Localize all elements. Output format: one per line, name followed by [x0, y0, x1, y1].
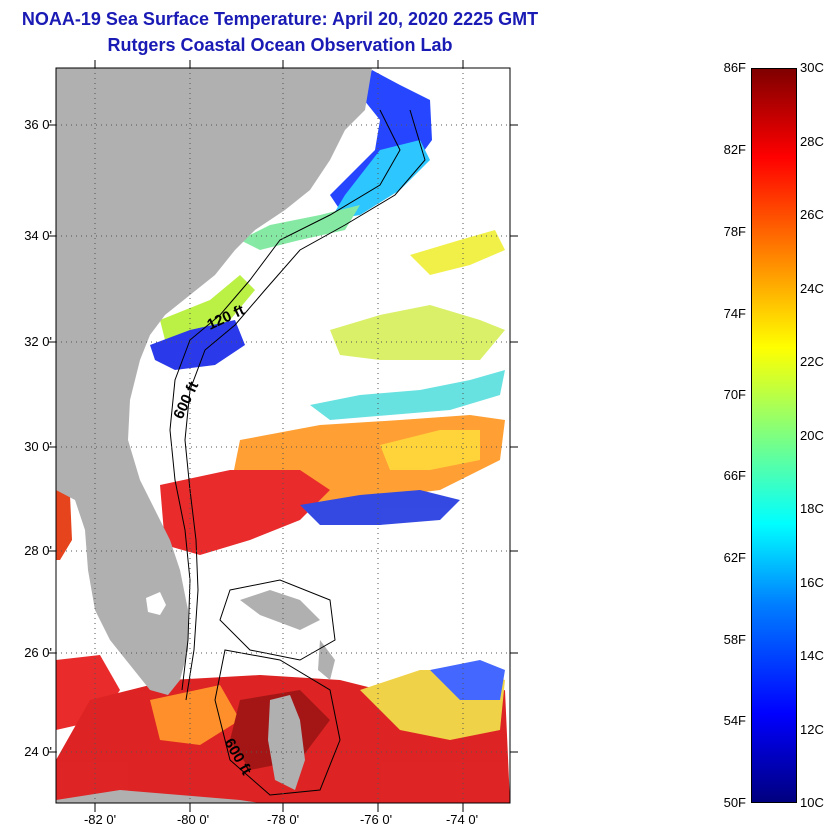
isobath-label-600-north: 600 ft: [170, 379, 202, 422]
y-tick-label: 24 0': [24, 744, 52, 759]
colorbar-c-label: 18C: [800, 501, 824, 516]
x-tick-label: -76 0': [359, 812, 393, 827]
colorbar-f-label: 62F: [723, 550, 746, 565]
colorbar-f-label: 82F: [723, 142, 746, 157]
x-tick-label: -78 0': [266, 812, 300, 827]
colorbar-f-label: 54F: [723, 713, 746, 728]
colorbar-f-label: 86F: [723, 60, 746, 75]
y-tick-label: 36 0': [24, 117, 52, 132]
x-tick-label: -80 0': [176, 812, 210, 827]
colorbar-c-label: 12C: [800, 722, 824, 737]
sst-patch-mid-cyan: [310, 370, 505, 420]
colorbar-c-label: 10C: [800, 795, 824, 810]
sst-patch-ga-blue: [150, 320, 245, 370]
land-bahamas-east: [318, 640, 335, 680]
sst-patch-offshore-yellow: [410, 230, 505, 275]
isobath-bahamas: [214, 579, 341, 796]
map-subtitle: Rutgers Coastal Ocean Observation Lab: [107, 35, 453, 55]
y-tick-label: 32 0': [24, 334, 52, 349]
grid-lines: [56, 68, 510, 803]
colorbar-c-label: 16C: [800, 575, 824, 590]
sst-patch-offshore-blue: [300, 490, 460, 525]
land-mainland: [56, 68, 372, 695]
y-tick-label: 34 0': [24, 228, 52, 243]
sst-patch-nc-green: [240, 205, 360, 250]
colorbar-f-label: 58F: [723, 632, 746, 647]
land-andros: [268, 695, 305, 790]
sst-patch-cape-hatteras: [330, 70, 432, 210]
land-bahamas-islands: [240, 590, 320, 630]
colorbar-c-label: 14C: [800, 648, 824, 663]
y-tick-label: 30 0': [24, 439, 52, 454]
colorbar-f-label: 70F: [723, 387, 746, 402]
colorbar-c-label: 30C: [800, 60, 824, 75]
y-tick-label: 28 0': [24, 543, 52, 558]
y-tick-label: 26 0': [24, 645, 52, 660]
colorbar-f-label: 50F: [723, 795, 746, 810]
colorbar-c-label: 20C: [800, 428, 824, 443]
temperature-colorbar: [751, 68, 797, 803]
sst-patch-florida-west-red: [56, 490, 72, 560]
colorbar-c-label: 22C: [800, 354, 824, 369]
sst-patch-bahamas-orange: [150, 685, 240, 745]
map-title: NOAA-19 Sea Surface Temperature: April 2…: [21, 9, 539, 29]
land-cuba: [56, 790, 260, 803]
isobath-120ft: [169, 109, 401, 691]
colorbar-c-label: 28C: [800, 134, 824, 149]
colorbar-f-label: 66F: [723, 468, 746, 483]
colorbar-f-label: 78F: [723, 224, 746, 239]
colorbar-c-label: 24C: [800, 281, 824, 296]
frame-ticks: [48, 60, 518, 812]
sst-patch-sc-yellowgreen: [160, 275, 255, 340]
x-tick-label: -82 0': [83, 812, 117, 827]
sst-patch-gulfstream-yellow: [380, 430, 480, 470]
sst-patch-gulfstream-red: [160, 470, 330, 555]
x-tick-label: -74 0': [445, 812, 479, 827]
land-lake-okeechobee: [146, 592, 166, 615]
sst-patch-bahamas-blue: [430, 660, 505, 700]
sst-patches: [56, 70, 510, 803]
sst-patch-offshore-mid: [330, 305, 505, 360]
colorbar-c-label: 26C: [800, 207, 824, 222]
isobath-600ft: [184, 109, 426, 701]
colorbar-f-label: 74F: [723, 306, 746, 321]
